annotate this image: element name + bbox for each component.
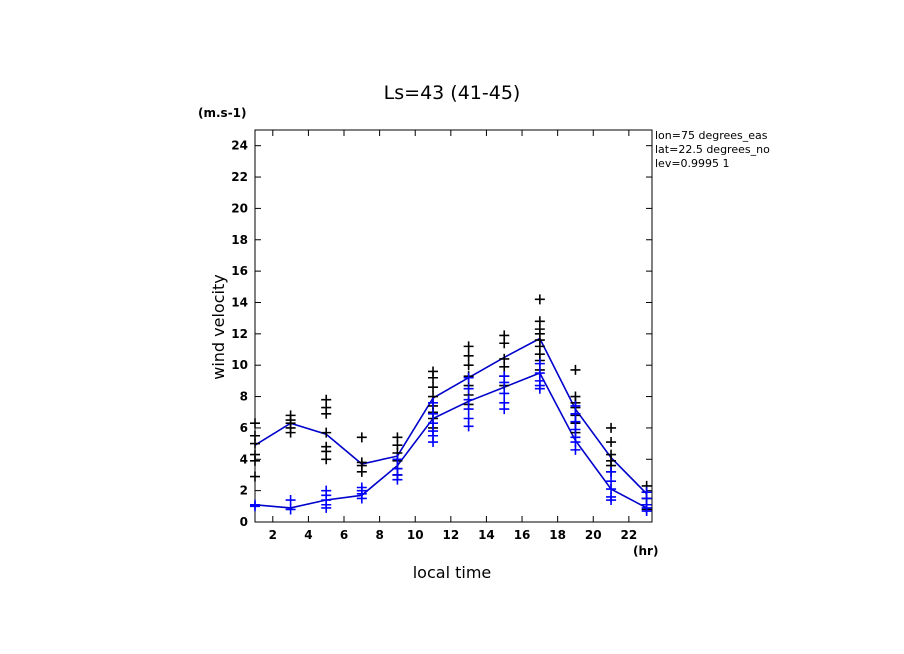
data-point [285,495,296,506]
data-point [321,408,332,419]
data-point [606,437,617,448]
data-point [356,493,367,504]
data-point [250,438,260,449]
y-tick-label: 18 [231,233,248,247]
info-lev: lev=0.9995 1 [655,157,730,170]
x-tick-label: 8 [375,528,383,542]
info-lat: lat=22.5 degrees_no [655,143,770,156]
data-point [463,394,474,405]
data-point [641,506,652,517]
y-unit-label: (m.s-1) [198,106,247,120]
y-tick-label: 20 [231,201,248,215]
x-tick-label: 14 [478,528,495,542]
data-point [534,383,545,394]
data-point [570,444,581,455]
y-tick-label: 16 [231,264,248,278]
x-tick-label: 10 [407,528,424,542]
data-point [463,341,474,352]
data-point [285,427,296,438]
data-point [285,504,296,515]
data-point [250,418,260,429]
data-point [463,383,474,394]
y-tick-label: 4 [240,452,248,466]
x-tick-label: 6 [340,528,348,542]
y-tick-label: 14 [231,295,248,309]
data-point [606,495,617,506]
x-axis-title: local time [413,563,492,582]
data-point [463,404,474,415]
series-line [254,371,648,509]
data-point [606,466,617,477]
data-point [250,471,260,482]
data-point [463,350,474,361]
data-point [428,397,439,408]
data-point [250,501,260,512]
data-point [499,377,510,388]
y-axis-title: wind velocity [209,274,228,379]
data-point [250,455,260,466]
y-tick-label: 2 [240,484,248,498]
data-point [321,454,332,465]
data-point [499,361,510,372]
data-point [606,422,617,433]
data-point [428,437,439,448]
chart-title: Ls=43 (41-45) [384,82,521,104]
data-point [463,360,474,371]
x-tick-label: 22 [621,528,638,542]
data-point [321,427,332,438]
y-tick-label: 10 [231,358,248,372]
x-unit-label: (hr) [633,544,658,558]
x-tick-label: 4 [304,528,312,542]
data-point [392,474,403,485]
data-point [570,364,581,375]
y-tick-label: 22 [231,170,248,184]
data-point [463,421,474,432]
y-tick-label: 8 [240,390,248,404]
data-point [499,404,510,415]
data-point [356,432,367,443]
y-tick-label: 0 [240,515,248,529]
data-point [534,358,545,369]
data-point [534,294,545,305]
data-point [428,382,439,393]
x-tick-label: 12 [442,528,459,542]
data-point [499,388,510,399]
data-point [392,454,403,465]
series-line [254,337,648,495]
x-tick-label: 2 [269,528,277,542]
data-point [499,338,510,349]
info-lon: lon=75 degrees_eas [655,129,768,142]
y-tick-label: 6 [240,421,248,435]
data-point [463,372,474,383]
plot-frame [254,129,653,523]
data-point [428,408,439,419]
data-point [356,466,367,477]
data-point [321,502,332,513]
x-tick-label: 18 [549,528,566,542]
y-tick-label: 24 [231,139,248,153]
x-tick-label: 16 [514,528,531,542]
x-tick-label: 20 [585,528,602,542]
data-point [428,372,439,383]
y-tick-label: 12 [231,327,248,341]
